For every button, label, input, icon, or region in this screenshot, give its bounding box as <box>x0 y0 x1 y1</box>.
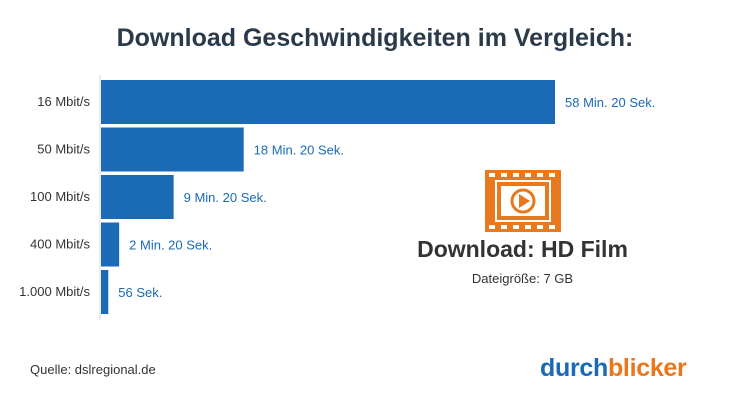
data-label-3: 2 Min. 20 Sek. <box>129 238 212 253</box>
brand-logo-part1: durch <box>540 354 608 382</box>
brand-logo-part2: blicker <box>607 354 687 382</box>
category-label-1: 50 Mbit/s <box>37 142 90 157</box>
data-label-0: 58 Min. 20 Sek. <box>565 95 655 110</box>
category-label-4: 1.000 Mbit/s <box>19 284 90 299</box>
brand-logo[interactable]: durchblicker <box>540 354 687 383</box>
category-label-0: 16 Mbit/s <box>37 94 90 109</box>
bar-4 <box>101 270 109 314</box>
bar-3 <box>101 222 120 267</box>
file-size-label: Dateigröße: 7 GB <box>471 271 574 286</box>
data-label-1: 18 Min. 20 Sek. <box>254 143 344 158</box>
chart-title: Download Geschwindigkeiten im Vergleich: <box>116 24 634 52</box>
bar-chart: 16 Mbit/s 58 Min. 20 Sek. 50 Mbit/s 18 Min.… <box>19 75 655 320</box>
bar-1 <box>101 127 244 172</box>
source-note: Quelle: dslregional.de <box>30 362 156 377</box>
category-label-2: 100 Mbit/s <box>30 189 90 204</box>
film-play-icon <box>484 170 561 232</box>
bar-0 <box>101 80 555 124</box>
download-title: Download: HD Film <box>417 236 628 262</box>
data-label-2: 9 Min. 20 Sek. <box>184 190 267 205</box>
data-label-4: 56 Sek. <box>118 285 162 300</box>
bar-2 <box>101 175 174 219</box>
category-label-3: 400 Mbit/s <box>30 237 90 252</box>
download-info-panel: Download: HD Film Dateigröße: 7 GB <box>400 168 645 286</box>
